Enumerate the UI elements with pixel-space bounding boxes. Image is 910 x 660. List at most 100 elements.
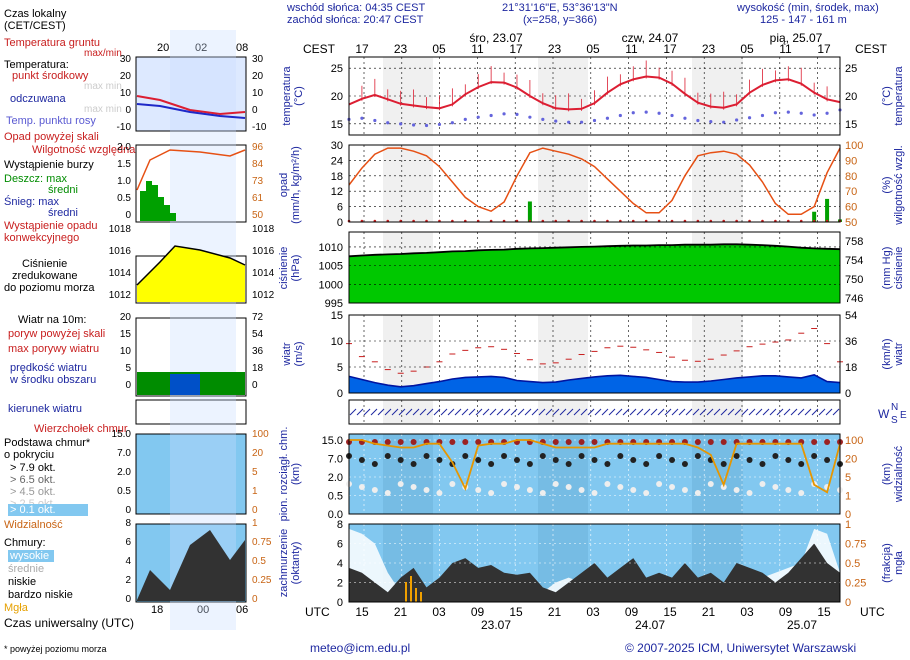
cest-label: CEST	[303, 42, 336, 56]
dew-point	[502, 112, 506, 116]
panel-title-right-unit: (frakcja)	[881, 543, 893, 583]
legend-ytick-right: 96	[252, 142, 264, 153]
cloud-base-dot	[488, 461, 495, 467]
utc-hour: 21	[548, 605, 562, 619]
cloud-base-dot-light	[733, 487, 740, 493]
cloud-base-dot	[681, 461, 688, 467]
dew-point	[515, 112, 519, 116]
legend-cloud-base-sub: o pokryciu	[4, 449, 55, 461]
legend-ytick-left: 20	[120, 312, 132, 323]
cloud-base-dot-light	[565, 484, 572, 490]
panel-border-press	[348, 231, 841, 304]
panel-title-left-unit: (km)	[290, 463, 302, 485]
dew-point	[799, 111, 803, 115]
dew-point	[747, 116, 752, 120]
footer-email[interactable]: meteo@icm.edu.pl	[310, 641, 411, 655]
wind-arrow	[657, 408, 665, 416]
legend-temp-maxmin: max min	[84, 81, 122, 92]
panel-border-rain	[348, 144, 841, 223]
legend-utc-hour: 00	[197, 604, 210, 616]
cloud-top-dot	[707, 439, 714, 445]
legend-panel-dir	[135, 399, 247, 425]
wind-ytick-left: 10	[331, 336, 343, 348]
cloud-base-dot	[798, 461, 805, 467]
legend-ytick-left: 0	[125, 105, 131, 116]
cov-ytick-right: 0	[845, 597, 851, 609]
cloud-ytick-left: 2.0	[328, 472, 343, 484]
legend-felt-sub: max min	[84, 104, 122, 115]
legend-cl-low: niskie	[8, 576, 37, 588]
pressure-area	[349, 244, 840, 303]
legend-ytick-right: 0.75	[252, 537, 272, 548]
wind-arrow	[692, 408, 700, 416]
cloud-top-dot	[449, 439, 456, 445]
cloud-base-dot	[358, 457, 365, 463]
legend-rain-bar	[158, 197, 164, 221]
cloud-top-dot	[824, 439, 831, 445]
cest-hour: 23	[394, 42, 408, 56]
rain-bar	[527, 201, 532, 222]
cloud-base-dot	[578, 453, 585, 459]
legend-felt: odczuwana	[10, 93, 66, 105]
dew-point	[696, 118, 700, 123]
wind-arrow	[398, 408, 406, 416]
panel-title-right: mgła	[893, 550, 905, 575]
legend-ytick-left: 5	[125, 363, 131, 374]
legend-fog: Mgła	[4, 602, 28, 614]
wind-ytick-right: 18	[845, 362, 857, 374]
wind-arrow	[412, 408, 420, 416]
dew-point	[399, 122, 403, 126]
wind-arrow	[524, 408, 532, 416]
cloud-base-dot	[643, 461, 650, 467]
cloud-base-dot	[462, 453, 469, 459]
cloud-base-dot	[436, 457, 443, 463]
press-ytick-right: 758	[845, 236, 863, 248]
cest-hour: 11	[471, 42, 484, 56]
cloud-base-dot-light	[669, 484, 676, 490]
utc-hour: 03	[586, 605, 600, 619]
press-ytick-right: 754	[845, 255, 863, 267]
panel-border-temp	[348, 56, 841, 136]
visibility-line	[349, 439, 841, 494]
cloud-base-dot	[475, 457, 482, 463]
press-ytick-left: 995	[325, 298, 343, 310]
legend-ytick-right: 0	[252, 594, 258, 605]
cloud-base-dot-light	[526, 487, 533, 493]
cloud-top-dot	[384, 439, 391, 445]
rain-ytick-right: 60	[845, 202, 857, 214]
cloud-base-dot	[410, 461, 417, 467]
legend-ytick-left: 0	[125, 380, 131, 391]
dew-point	[476, 115, 480, 119]
panel-title-left: temperatura	[281, 65, 293, 125]
wind-arrow	[678, 408, 686, 416]
cloud-base-dot-light	[681, 487, 688, 493]
dew-point	[437, 122, 442, 127]
legend-cl-high: wysokie	[10, 550, 50, 562]
day-label: czw, 24.07	[622, 31, 679, 45]
legend-rain-bar	[140, 191, 146, 221]
cov-ytick-left: 4	[337, 558, 343, 570]
cloud-base-dot	[604, 461, 611, 467]
cloud-base-dot-light	[694, 490, 701, 496]
wind-arrow	[356, 408, 364, 416]
legend-ytick-left: 15	[120, 329, 132, 340]
legend-ytick-left: 0	[125, 210, 131, 221]
night-band	[538, 145, 588, 222]
legend-ytick-right: 20	[252, 71, 264, 82]
wind-arrow	[566, 408, 574, 416]
wind-arrow	[447, 408, 455, 416]
wind-arrow	[580, 408, 588, 416]
legend-ytick-right: 10	[252, 88, 264, 99]
utc-hour: 15	[663, 605, 677, 619]
panel-title-left-unit: (mm/h, kg/m²/h)	[290, 146, 302, 224]
wind-arrow	[510, 408, 518, 416]
panel-title-right: wiatr	[893, 342, 905, 367]
rain-ytick-left: 18	[331, 171, 343, 183]
legend-ytick-right: 0.5	[252, 556, 266, 567]
legend-ytick-right: 1014	[252, 268, 275, 279]
wind-arrow	[664, 408, 672, 416]
cloud-base-dot-light	[707, 481, 714, 487]
cloud-top-dot	[552, 439, 559, 445]
legend-ytick-left: 1014	[109, 268, 132, 279]
legend-ytick-left: 6	[125, 537, 131, 548]
